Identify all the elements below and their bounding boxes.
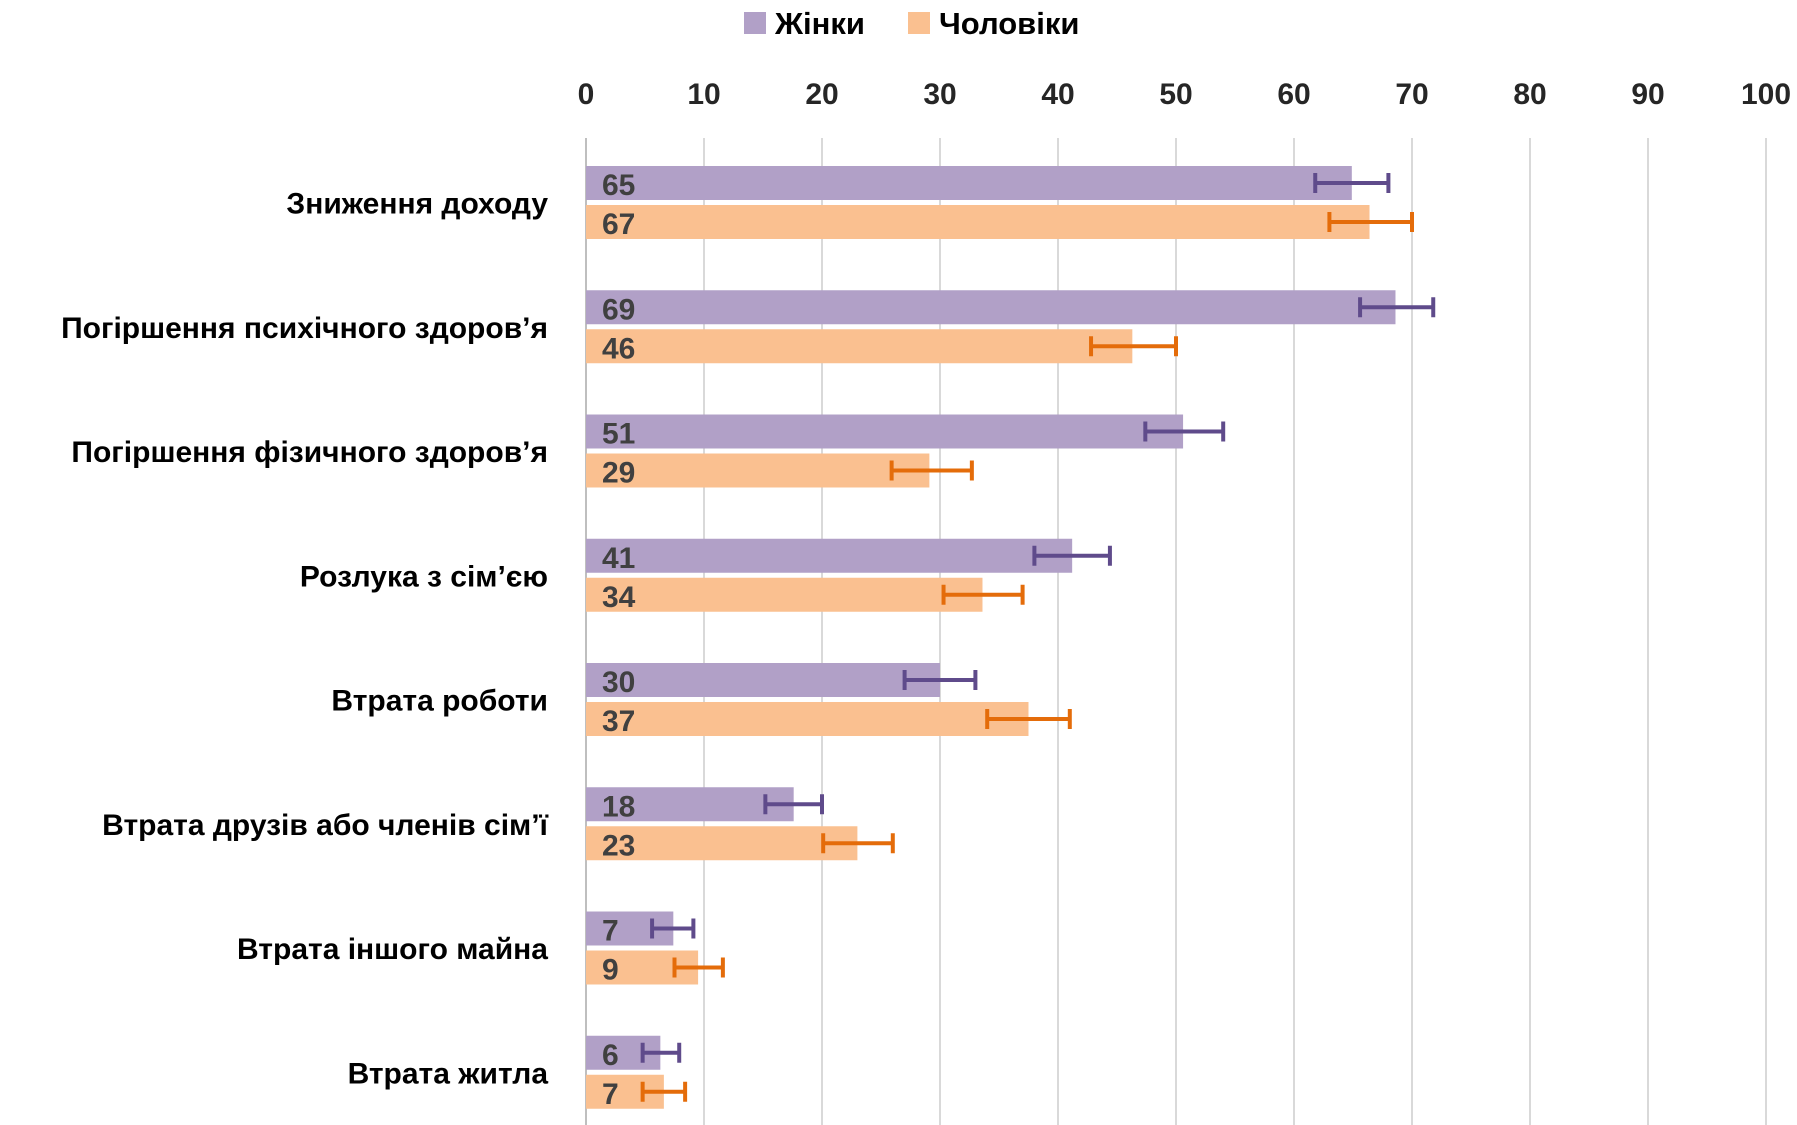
bar-women [586,290,1396,325]
bar-men [586,329,1133,364]
x-tick-label: 40 [1041,78,1074,111]
legend-label-women: Жінки [774,6,865,41]
bar-women [586,538,1073,573]
bar-women [586,166,1352,200]
x-tick-label: 50 [1159,78,1192,111]
category-label: Втрата житла [348,1057,549,1090]
x-tick-label: 70 [1395,78,1428,111]
bar-men [586,702,1029,736]
data-label: 65 [602,169,635,202]
data-label: 37 [602,705,635,738]
error-bar [650,918,696,939]
data-label: 30 [602,666,635,699]
category-label: Втрата роботи [331,685,548,718]
data-label: 7 [602,1078,619,1111]
bar-women [586,787,794,822]
data-label: 41 [602,542,635,575]
legend-swatch-men [908,12,930,34]
data-label: 9 [602,954,619,987]
category-label: Втрата іншого майна [237,933,548,966]
legend-label-men: Чоловіки [939,6,1079,41]
error-bar [1089,336,1178,357]
gridlines [585,138,1767,1125]
bar-women [586,414,1184,449]
category-labels: Зниження доходу Погіршення психічного здо… [61,188,548,1091]
x-tick-label: 100 [1741,78,1791,111]
data-label: 7 [602,915,619,948]
data-label: 34 [602,581,636,614]
bar-men [586,205,1370,239]
error-bar [763,794,824,815]
error-bar [941,584,1025,605]
error-bar [1032,545,1112,566]
data-label: 67 [602,208,635,241]
x-tick-label: 0 [578,78,595,111]
error-bar [1143,421,1226,442]
error-bar [672,957,725,978]
error-bars [640,173,1436,1102]
bar-men [586,577,983,612]
error-bar [1358,297,1436,318]
error-bar [821,833,895,854]
data-label: 69 [602,293,635,326]
error-bar [640,1042,682,1063]
error-bar [985,709,1072,729]
error-bar [1313,173,1391,193]
category-label: Погіршення фізичного здоров’я [71,436,548,469]
error-bar [1327,212,1414,232]
legend: Жінки Чоловіки [744,6,1079,41]
error-bar [902,670,978,690]
x-axis-ticks: 0 10 20 30 40 50 60 70 80 90 100 [578,78,1791,111]
bar-women [586,663,940,697]
x-tick-label: 80 [1513,78,1546,111]
x-tick-label: 10 [687,78,720,111]
data-label: 6 [602,1039,619,1072]
bar-men [586,826,858,861]
x-tick-label: 30 [923,78,956,111]
x-tick-label: 20 [805,78,838,111]
data-label: 46 [602,332,635,365]
x-tick-label: 60 [1277,78,1310,111]
error-bar [640,1081,688,1102]
data-label: 23 [602,829,635,862]
bars [586,166,1396,1109]
bar-men [586,453,930,488]
legend-swatch-women [744,12,766,34]
category-label: Погіршення психічного здоров’я [61,312,548,345]
category-label: Розлука з сім’єю [300,560,548,593]
category-label: Зниження доходу [286,188,548,221]
category-label: Втрата друзів або членів сім’ї [102,809,548,842]
data-label: 18 [602,790,635,823]
error-bar [889,460,974,481]
data-label: 29 [602,457,635,490]
data-label: 51 [602,418,635,451]
x-tick-label: 90 [1631,78,1664,111]
